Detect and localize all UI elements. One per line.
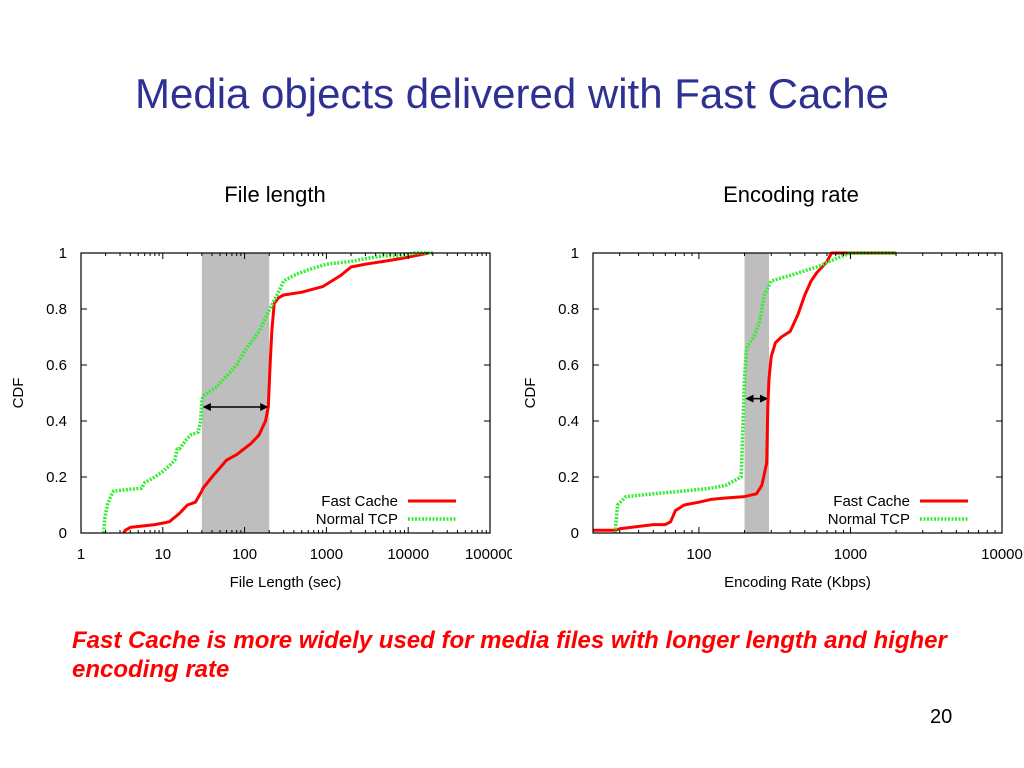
series-line-fast-cache xyxy=(122,251,430,534)
page-number: 20 xyxy=(930,706,953,728)
series-line-fast-cache xyxy=(593,251,897,532)
y-tick-label: 0.2 xyxy=(558,469,579,486)
chart-title-file-length: File length xyxy=(224,182,326,207)
slide-title: Media objects delivered with Fast Cache xyxy=(134,70,890,117)
file-length-cdf-chart: 0 0.2 0.4 0.6 0.8 1 1 10 100 1000 10000 100000 File … xyxy=(10,245,512,591)
y-tick-label: 0.8 xyxy=(558,301,579,318)
x-tick-label: 1000 xyxy=(834,546,867,563)
y-tick-label: 0.4 xyxy=(46,413,67,430)
x-tick-label: 1 xyxy=(77,546,85,563)
x-axis-label: File Length (sec) xyxy=(230,574,342,591)
y-tick-label: 0 xyxy=(571,525,579,542)
series-line-normal-tcp xyxy=(613,251,897,534)
x-tick-label: 1000 xyxy=(310,546,343,563)
shaded-region xyxy=(744,253,769,533)
y-tick-label: 1 xyxy=(571,245,579,262)
x-axis-label: Encoding Rate (Kbps) xyxy=(724,574,871,591)
x-tick-label: 100 xyxy=(232,546,257,563)
y-tick-label: 0.6 xyxy=(558,357,579,374)
shaded-region xyxy=(201,253,270,533)
legend-label: Fast Cache xyxy=(321,493,398,510)
series-line-normal-tcp xyxy=(102,251,433,534)
legend-label: Normal TCP xyxy=(828,511,910,528)
y-tick-label: 0.8 xyxy=(46,301,67,318)
plot-frame xyxy=(80,252,491,534)
y-tick-label: 0 xyxy=(59,525,67,542)
y-tick-label: 1 xyxy=(59,245,67,262)
x-tick-label: 100000 xyxy=(465,546,512,563)
chart-title-encoding-rate: Encoding rate xyxy=(723,182,859,207)
x-tick-label: 10 xyxy=(154,546,171,563)
x-tick-label: 100 xyxy=(686,546,711,563)
y-axis-label: CDF xyxy=(522,378,539,409)
x-tick-label: 10000 xyxy=(387,546,429,563)
legend-label: Fast Cache xyxy=(833,493,910,510)
encoding-rate-cdf-chart: 0 0.2 0.4 0.6 0.8 1 100 1000 10000 Encoding Rate … xyxy=(522,245,1023,591)
x-tick-label: 10000 xyxy=(981,546,1023,563)
y-tick-label: 0.4 xyxy=(558,413,579,430)
slide-caption: Fast Cache is more widely used for media… xyxy=(72,627,947,683)
y-tick-label: 0.6 xyxy=(46,357,67,374)
plot-frame xyxy=(592,252,1003,534)
y-tick-label: 0.2 xyxy=(46,469,67,486)
legend-label: Normal TCP xyxy=(316,511,398,528)
y-axis-label: CDF xyxy=(10,378,27,409)
